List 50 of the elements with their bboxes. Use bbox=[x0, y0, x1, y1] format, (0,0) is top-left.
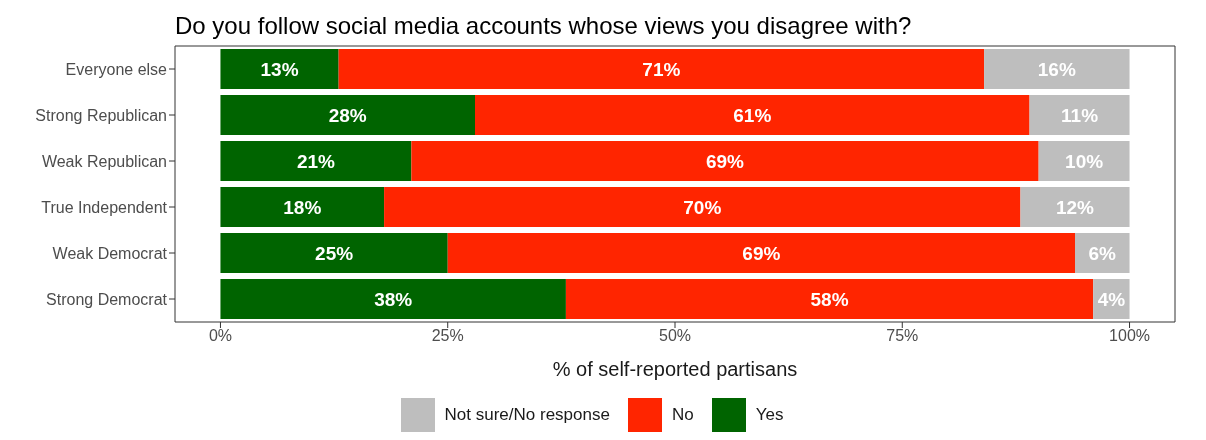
bar bbox=[1020, 187, 1130, 227]
legend-label: No bbox=[671, 405, 694, 425]
data-label: 13% bbox=[260, 58, 299, 80]
legend-label: Yes bbox=[755, 405, 784, 425]
data-label: 58% bbox=[810, 288, 849, 310]
data-label: 10% bbox=[1065, 150, 1104, 172]
y-tick-label: Weak Republican bbox=[41, 152, 167, 170]
bar bbox=[1038, 141, 1130, 181]
data-label: 6% bbox=[1088, 242, 1117, 264]
bar bbox=[565, 279, 1094, 319]
bar bbox=[220, 49, 339, 89]
data-label: 25% bbox=[315, 242, 354, 264]
data-label: 12% bbox=[1055, 196, 1095, 218]
y-tick-label: True Independent bbox=[41, 198, 168, 216]
x-tick-label: 50% bbox=[658, 327, 692, 345]
data-label: 4% bbox=[1097, 288, 1126, 310]
data-label: 61% bbox=[733, 104, 772, 126]
bar bbox=[447, 233, 1075, 273]
y-tick-label: Strong Republican bbox=[35, 106, 167, 124]
data-label: 69% bbox=[705, 150, 745, 172]
x-tick-label: 100% bbox=[1109, 327, 1151, 345]
bar bbox=[338, 49, 985, 89]
x-tick-label: 75% bbox=[886, 327, 919, 345]
bar bbox=[220, 279, 566, 319]
x-axis-title: % of self-reported partisans bbox=[552, 358, 798, 380]
y-tick-label: Everyone else bbox=[65, 60, 168, 78]
data-label: 70% bbox=[683, 196, 722, 218]
y-tick-label: Strong Democrat bbox=[46, 290, 168, 308]
data-label: 21% bbox=[296, 150, 336, 172]
data-label: 71% bbox=[642, 58, 681, 80]
bar bbox=[1029, 95, 1130, 135]
legend-label: Not sure/No response bbox=[444, 405, 610, 425]
chart-title: Do you follow social media accounts whose views you disagree with? bbox=[174, 11, 913, 41]
bar bbox=[220, 141, 412, 181]
y-tick-label: Weak Democrat bbox=[52, 244, 168, 262]
bar bbox=[220, 233, 448, 273]
data-label: 18% bbox=[283, 196, 322, 218]
bar bbox=[984, 49, 1130, 89]
data-label: 28% bbox=[328, 104, 367, 126]
x-tick-label: 25% bbox=[431, 327, 464, 345]
bar bbox=[384, 187, 1021, 227]
data-label: 11% bbox=[1061, 104, 1099, 126]
bar bbox=[411, 141, 1039, 181]
bar bbox=[475, 95, 1030, 135]
data-label: 38% bbox=[374, 288, 413, 310]
data-label: 69% bbox=[742, 242, 781, 264]
bar bbox=[220, 187, 385, 227]
data-label: 16% bbox=[1037, 58, 1076, 80]
x-tick-label: 0% bbox=[208, 327, 233, 345]
bar bbox=[220, 95, 475, 135]
